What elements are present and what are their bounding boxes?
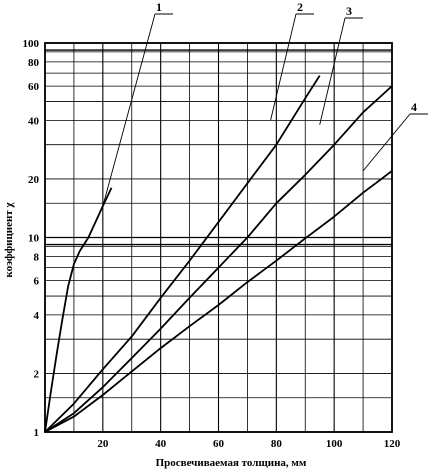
x-tick-label: 20 xyxy=(97,438,109,450)
y-tick-label: 4 xyxy=(34,310,40,322)
series-line-3 xyxy=(44,85,393,433)
y-tick-label: 20 xyxy=(28,174,40,186)
series-line-4 xyxy=(44,170,393,433)
grid xyxy=(44,42,393,433)
callout-leader-4 xyxy=(362,113,411,172)
tick-labels: 20 40 60 80 100 120 1 2 4 6 8 10 20 40 60 80 100 xyxy=(23,38,401,450)
callout-leader-3 xyxy=(319,17,346,125)
x-tick-label: 80 xyxy=(271,438,283,450)
x-tick-label: 60 xyxy=(213,438,225,450)
series-label-3: 3 xyxy=(346,4,352,18)
y-tick-label: 10 xyxy=(28,233,40,245)
callout-leader-1 xyxy=(102,13,156,207)
y-tick-label: 100 xyxy=(23,38,40,50)
y-tick-label: 1 xyxy=(34,427,40,439)
x-axis-label: Просвечиваемая толщина, мм xyxy=(156,457,307,469)
y-tick-label: 2 xyxy=(34,368,40,380)
callouts: 1 2 3 4 xyxy=(102,0,428,207)
plot-frame xyxy=(44,42,393,433)
series-line-1 xyxy=(44,187,113,433)
x-tick-label: 120 xyxy=(384,438,401,450)
y-tick-label: 8 xyxy=(34,251,40,263)
series-line-2 xyxy=(44,75,321,433)
x-tick-label: 100 xyxy=(326,438,343,450)
series-label-4: 4 xyxy=(411,100,417,114)
x-tick-label: 40 xyxy=(155,438,167,450)
series-label-1: 1 xyxy=(156,0,162,14)
y-tick-label: 6 xyxy=(34,276,40,288)
y-tick-label: 80 xyxy=(28,57,40,69)
callout-leader-2 xyxy=(270,13,297,121)
y-tick-label: 60 xyxy=(28,81,40,93)
y-tick-label: 40 xyxy=(28,115,40,127)
series-lines xyxy=(44,75,393,433)
y-axis-label: коэффициент χ xyxy=(3,201,15,277)
series-label-2: 2 xyxy=(297,0,303,14)
